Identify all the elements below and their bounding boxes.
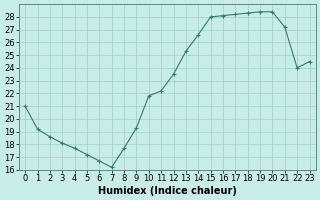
X-axis label: Humidex (Indice chaleur): Humidex (Indice chaleur) <box>98 186 237 196</box>
